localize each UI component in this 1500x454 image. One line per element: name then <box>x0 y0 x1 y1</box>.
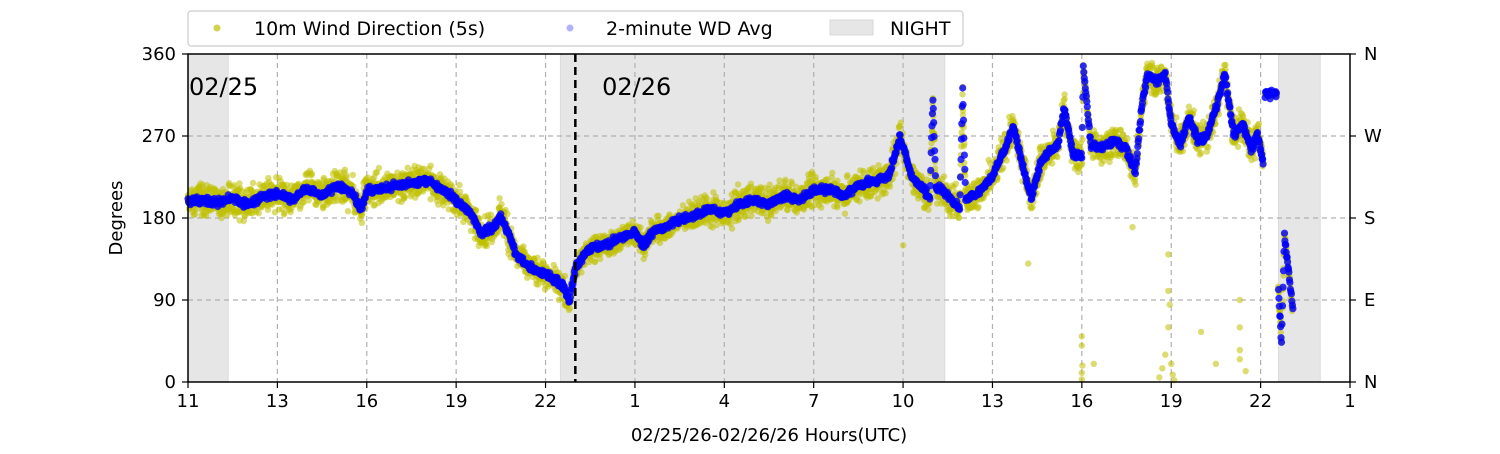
wd-5s-point <box>898 119 904 125</box>
wd-5s-point <box>345 208 351 214</box>
wd-5s-point <box>767 182 773 188</box>
wd-5s-point <box>376 165 382 171</box>
wd-5s-point <box>655 213 661 219</box>
wd-5s-point <box>1156 374 1162 380</box>
wd-5s-point <box>856 198 862 204</box>
wd-5s-point <box>1025 260 1031 266</box>
wd-5s-point <box>1237 297 1243 303</box>
wd-5s-point <box>713 222 719 228</box>
wd-5s-point <box>350 172 356 178</box>
wd-5s-point <box>309 171 315 177</box>
wd-5s-point <box>975 204 981 210</box>
wd-5s-point <box>925 207 931 213</box>
wd-5s-point <box>1079 370 1085 376</box>
wd-5s-point <box>1162 352 1168 358</box>
wd-5s-point <box>1159 365 1165 371</box>
wd-5s-point <box>735 181 741 187</box>
wd-5s-point <box>567 305 573 311</box>
wd-5s-point <box>1167 301 1173 307</box>
wd-5s-point <box>1256 121 1262 127</box>
wd-5s-point <box>959 91 965 97</box>
wd-5s-point <box>534 255 540 261</box>
wd-5s-point <box>1049 160 1055 166</box>
wd-5s-point <box>844 172 850 178</box>
wd-5s-point <box>1237 347 1243 353</box>
wd-5s-point <box>496 195 502 201</box>
wd-5s-point <box>768 212 774 218</box>
wd-5s-point <box>1213 361 1219 367</box>
wd-5s-point <box>637 224 643 230</box>
wd-2min-avg-point <box>352 191 359 198</box>
wd-5s-point <box>484 243 490 249</box>
wd-5s-point <box>578 269 584 275</box>
wd-5s-point <box>1165 324 1171 330</box>
wd-5s-point <box>1252 155 1258 161</box>
wd-5s-point <box>562 273 568 279</box>
wd-5s-point <box>1091 361 1097 367</box>
wd-5s-point <box>1237 324 1243 330</box>
wd-5s-point <box>1079 362 1085 368</box>
wd-5s-point <box>956 214 962 220</box>
wd-5s-point <box>887 184 893 190</box>
wd-5s-point <box>456 182 462 188</box>
wd-5s-point <box>1079 136 1085 142</box>
wd-5s-point <box>829 170 835 176</box>
wd-5s-point <box>941 173 947 179</box>
wd-5s-point <box>1243 368 1249 374</box>
wd-5s-point <box>1124 136 1130 142</box>
wd-5s-point <box>834 204 840 210</box>
wd-5s-point <box>818 204 824 210</box>
wd-5s-point <box>265 207 271 213</box>
wd-5s-point <box>488 211 494 217</box>
wd-5s-point <box>359 220 365 226</box>
wd-5s-point <box>1191 107 1197 113</box>
wd-5s-point <box>504 211 510 217</box>
wd-5s-point <box>427 196 433 202</box>
wd-5s-point <box>1061 96 1067 102</box>
wd-5s-point <box>953 181 959 187</box>
wd-5s-point <box>342 167 348 173</box>
wd-5s-point <box>1165 251 1171 257</box>
wd-5s-point <box>782 177 788 183</box>
wd-5s-point <box>630 218 636 224</box>
wd-5s-point <box>1079 342 1085 348</box>
wd-5s-point <box>1129 224 1135 230</box>
wd-5s-point <box>428 163 434 169</box>
wd-5s-point <box>1237 356 1243 362</box>
wd-5s-point <box>1054 154 1060 160</box>
wd-5s-point <box>748 213 754 219</box>
wd-5s-point <box>1235 144 1241 150</box>
wd-5s-point <box>256 210 262 216</box>
wd-5s-point <box>1198 329 1204 335</box>
wd-5s-point <box>402 194 408 200</box>
wd-5s-point <box>642 252 648 258</box>
wd-5s-point <box>1029 204 1035 210</box>
wd-5s-point <box>498 201 504 207</box>
wd-5s-point <box>1198 150 1204 156</box>
wd-5s-point <box>250 180 256 186</box>
wd-5s-point <box>900 242 906 248</box>
wd-5s-point <box>597 256 603 262</box>
wd-5s-point <box>883 190 889 196</box>
wd-5s-point <box>1168 361 1174 367</box>
wd-5s-point <box>1004 157 1010 163</box>
wd-5s-point <box>1170 372 1176 378</box>
wd-5s-point <box>1132 182 1138 188</box>
wd-5s-point <box>1165 288 1171 294</box>
wd-5s-point <box>1079 333 1085 339</box>
wd-5s-point <box>520 243 526 249</box>
wd-5s-point <box>729 225 735 231</box>
wd-5s-point <box>1205 144 1211 150</box>
wd-5s-point <box>842 211 848 217</box>
